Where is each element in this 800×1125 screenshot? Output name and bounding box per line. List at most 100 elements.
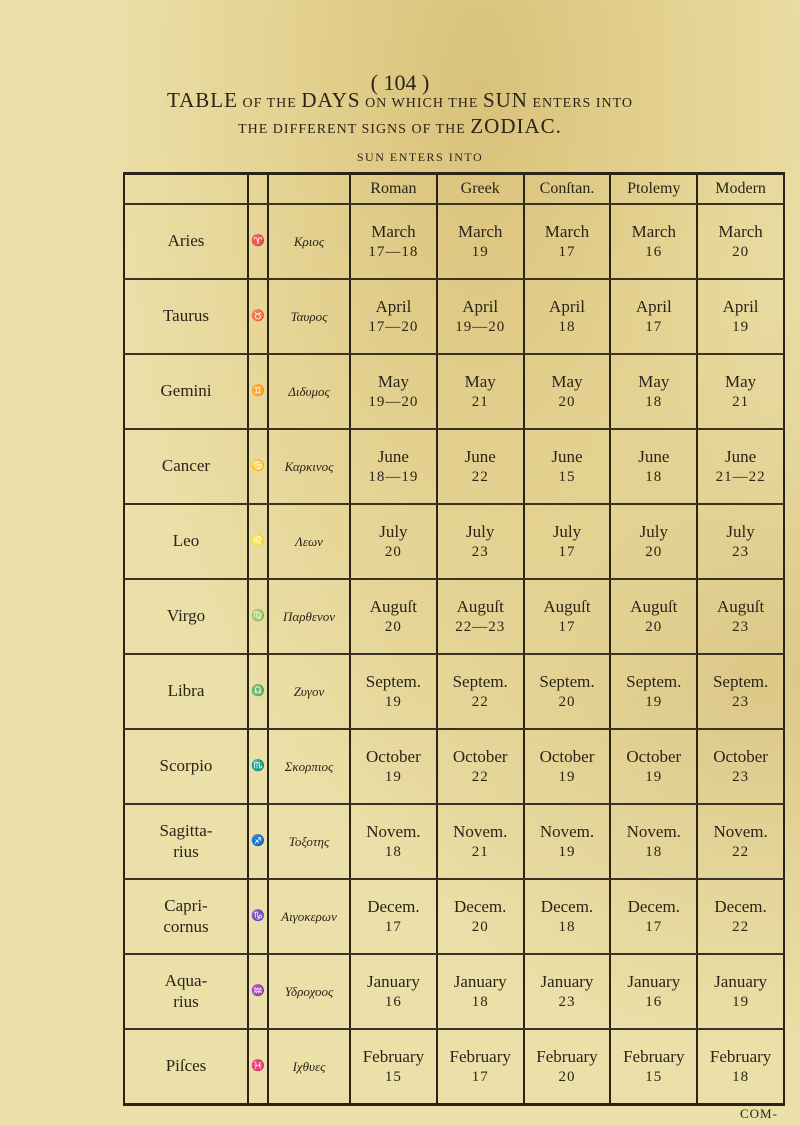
month: February [536,1047,598,1067]
title-word: SUN [482,88,528,112]
zodiac-symbol-icon: ♈ [247,204,269,280]
greek-name: Κριος [267,204,351,280]
day: 16 [645,993,663,1010]
month: January [540,972,594,992]
day: 20 [558,1068,576,1085]
day: 18 [645,393,663,410]
month: June [464,447,496,467]
day: 22 [471,693,489,710]
table-header-row: Roman Greek Conſtan. Ptolemy Modern [123,173,785,205]
header-blank-greek [267,173,351,205]
date-cell: Septem. 20 [522,654,612,730]
date-cell: March 17—18 [349,204,438,280]
date-cell: January 23 [522,954,612,1030]
sign-name: Libra [123,654,249,730]
sign-name: Piſces [123,1029,249,1106]
month: May [464,372,496,392]
month: May [725,372,757,392]
header-blank-name [123,173,249,205]
date-cell: Auguſt 22—23 [435,579,525,655]
greek-name: Ιχθυες [267,1029,351,1106]
month: Septem. [712,672,769,692]
day: 20 [384,618,402,635]
month: February [362,1047,425,1067]
date-cell: June 15 [522,429,612,505]
date-cell: Novem. 18 [609,804,699,880]
date-cell: October 19 [609,729,699,805]
day: 17 [558,543,576,560]
date-cell: April 17—20 [349,279,438,355]
date-cell: February 15 [349,1029,438,1106]
title-line2-text: THE DIFFERENT SIGNS OF THE [238,122,471,137]
date-cell: April 18 [522,279,612,355]
zodiac-symbol-icon: ♍ [247,579,269,655]
day: 19 [645,693,663,710]
month: Auguſt [456,597,504,617]
day: 16 [645,243,663,260]
date-cell: Decem. 18 [522,879,612,955]
day: 15 [645,1068,663,1085]
month: March [631,222,676,242]
date-cell: May 18 [609,354,699,430]
zodiac-symbol-icon: ♐ [247,804,269,880]
date-cell: Novem. 21 [435,804,525,880]
date-cell: Novem. 18 [349,804,438,880]
date-cell: January 18 [435,954,525,1030]
title-word: DAYS [301,88,361,112]
day: 17—20 [368,318,419,335]
zodiac-symbol-icon: ♎ [247,654,269,730]
day: 18—19 [368,468,419,485]
day: 20 [558,393,576,410]
column-header: Greek [435,173,525,205]
month: April [722,297,759,317]
month: October [626,747,682,767]
month: July [552,522,582,542]
catchword: COM- [740,1106,778,1121]
date-cell: October 23 [696,729,785,805]
column-header: Conſtan. [522,173,612,205]
greek-name: Υδροχοος [267,954,351,1030]
date-cell: July 20 [349,504,438,580]
month: May [638,372,670,392]
day: 17 [558,618,576,635]
month: Auguſt [630,597,678,617]
date-cell: April 17 [609,279,699,355]
month: March [544,222,590,242]
month: Septem. [626,672,682,692]
month: February [449,1047,511,1067]
day: 19 [558,843,576,860]
date-cell: May 20 [522,354,612,430]
date-cell: June 18—19 [349,429,438,505]
zodiac-symbol-icon: ♊ [247,354,269,430]
day: 23 [471,543,489,560]
day: 18 [732,1068,750,1085]
column-header: Roman [349,173,438,205]
month: April [549,297,585,317]
day: 20 [384,543,402,560]
date-cell: February 15 [609,1029,699,1106]
zodiac-symbol-icon: ♌ [247,504,269,580]
day: 19 [558,768,576,785]
date-cell: Decem. 22 [696,879,785,955]
month: Auguſt [716,597,765,617]
day: 18 [471,993,489,1010]
day: 22—23 [455,618,506,635]
month: March [718,222,763,242]
day: 17 [471,1068,489,1085]
day: 17 [645,918,663,935]
table-row: Virgo ♍ Παρθενον Auguſt 20 Auguſt 22—23 Auguſt 1… [123,579,785,655]
title-word: ON WHICH THE [360,96,483,111]
day: 19—20 [368,393,419,410]
title-word: ENTERS INTO [527,96,634,111]
table-row: Aqua- rius ♒ Υδροχοος January 16 January 18 Jan… [123,954,785,1030]
date-cell: Auguſt 17 [522,579,612,655]
month: February [623,1047,685,1067]
month: April [635,297,672,317]
date-cell: February 18 [696,1029,785,1106]
day: 20 [645,543,663,560]
greek-name: Ταυρος [267,279,351,355]
day: 22 [471,468,489,485]
month: February [709,1047,772,1067]
month: May [551,372,583,392]
day: 17 [645,318,663,335]
